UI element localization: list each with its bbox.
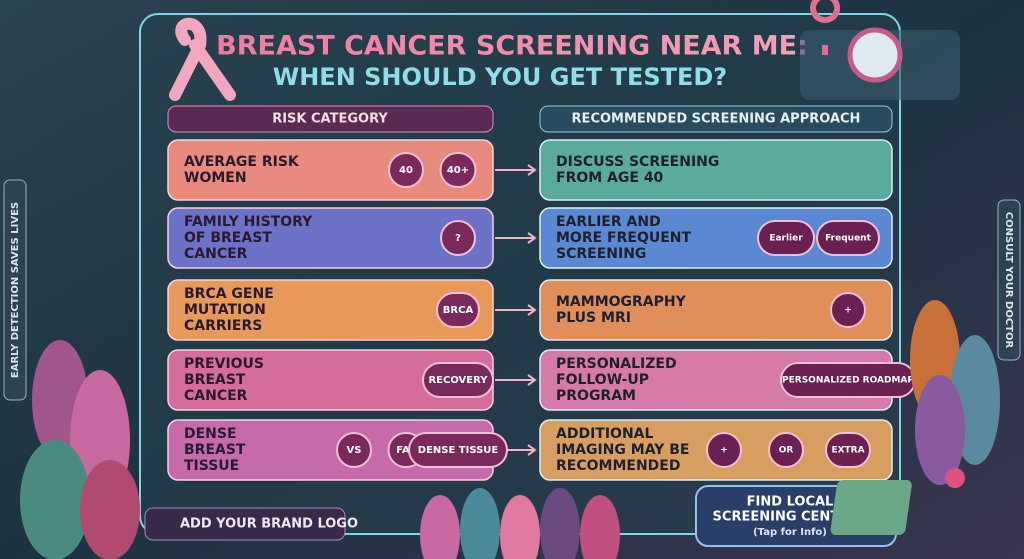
category-badge-text: FAT xyxy=(396,445,416,456)
category-text: AVERAGE RISK xyxy=(184,154,300,170)
approach-badge-text: + xyxy=(720,446,728,456)
approach-badge xyxy=(825,432,871,468)
approach-text: FOLLOW-UP xyxy=(556,372,649,388)
approach-badge-text: PERSONALIZED ROADMAP xyxy=(782,376,914,386)
category-badge xyxy=(388,152,424,188)
approach-text: MORE FREQUENT xyxy=(556,230,692,246)
cta-title[interactable]: FIND LOCAL xyxy=(747,495,834,510)
side-banner-right xyxy=(997,199,1021,361)
column-header-text: RISK CATEGORY xyxy=(272,112,388,127)
women-illustration-left xyxy=(20,340,140,559)
subtitle: WHEN SHOULD YOU GET TESTED? xyxy=(273,63,727,91)
category-text: CANCER xyxy=(184,388,248,404)
women-group-bottom xyxy=(420,488,620,559)
approach-text: SCREENING xyxy=(556,246,646,262)
approach-text: DISCUSS SCREENING xyxy=(556,154,719,170)
map-icon xyxy=(800,0,960,100)
category-box xyxy=(167,279,494,341)
category-text: PREVIOUS xyxy=(184,356,264,372)
approach-box xyxy=(539,279,893,341)
pink-ribbon xyxy=(169,17,236,101)
approach-badge xyxy=(830,292,866,328)
map-pin-icon xyxy=(830,468,965,535)
column-header-right xyxy=(539,105,893,133)
category-badge-text: 40+ xyxy=(447,165,469,176)
approach-badge xyxy=(757,220,815,256)
approach-text: PLUS MRI xyxy=(556,310,631,326)
category-badge xyxy=(422,362,494,398)
category-badge xyxy=(336,432,372,468)
category-text: CANCER xyxy=(184,246,248,262)
connector-arrow xyxy=(495,304,537,316)
category-text: MUTATION xyxy=(184,302,266,318)
category-text: CARRIERS xyxy=(184,318,262,334)
approach-text: MAMMOGRAPHY xyxy=(556,294,687,310)
category-badge xyxy=(440,220,476,256)
approach-text: EARLIER AND xyxy=(556,214,661,230)
category-badge xyxy=(436,292,480,328)
category-text: BREAST xyxy=(184,442,246,458)
approach-box xyxy=(539,139,893,201)
approach-badge-text: + xyxy=(844,306,852,316)
side-banner-left xyxy=(3,179,27,401)
side-text-left: EARLY DETECTION SAVES LIVES xyxy=(10,202,21,378)
approach-badge-text: Frequent xyxy=(825,234,871,244)
approach-text: PERSONALIZED xyxy=(556,356,677,372)
category-text: FAMILY HISTORY xyxy=(184,214,313,230)
category-badge-text: 40 xyxy=(399,165,413,176)
approach-text: ADDITIONAL xyxy=(556,426,653,442)
approach-text: PROGRAM xyxy=(556,388,636,404)
side-text-right: CONSULT YOUR DOCTOR xyxy=(1003,212,1014,349)
approach-text: RECOMMENDED xyxy=(556,458,680,474)
approach-badge-text: Earlier xyxy=(769,234,803,244)
cta-note[interactable]: (Tap for Info) xyxy=(753,527,827,538)
category-badge-text: ? xyxy=(455,233,461,244)
category-text: BREAST xyxy=(184,372,246,388)
approach-badge-text: EXTRA xyxy=(831,446,864,456)
category-badge-text: DENSE TISSUE xyxy=(418,445,499,456)
column-header-text: RECOMMENDED SCREENING APPROACH xyxy=(572,112,861,127)
category-badge-text: BRCA xyxy=(443,305,474,316)
approach-text: FROM AGE 40 xyxy=(556,170,664,186)
category-badge xyxy=(439,152,477,188)
category-text: TISSUE xyxy=(184,458,239,474)
category-text: WOMEN xyxy=(184,170,247,186)
connector-arrow xyxy=(495,164,537,176)
connector-arrow xyxy=(495,374,537,386)
category-text: DENSE xyxy=(184,426,237,442)
category-box xyxy=(167,207,494,269)
category-badge-text: RECOVERY xyxy=(428,375,488,386)
brand-text: ADD YOUR BRAND LOGO xyxy=(180,517,358,532)
category-badge-text: VS xyxy=(347,445,362,456)
approach-text: IMAGING MAY BE xyxy=(556,442,689,458)
approach-badge xyxy=(706,432,742,468)
column-header-left xyxy=(167,105,494,133)
women-illustration-right xyxy=(910,300,1000,485)
category-text: OF BREAST xyxy=(184,230,272,246)
approach-badge xyxy=(768,432,804,468)
connector-arrow xyxy=(495,232,537,244)
category-text: BRCA GENE xyxy=(184,286,274,302)
title: BREAST CANCER SCREENING NEAR ME: xyxy=(216,31,808,62)
cta-title[interactable]: SCREENING CENTERS xyxy=(713,510,868,525)
approach-badge xyxy=(816,220,880,256)
category-badge xyxy=(408,432,508,468)
approach-badge-text: OR xyxy=(779,446,794,456)
brand-box xyxy=(144,507,346,541)
